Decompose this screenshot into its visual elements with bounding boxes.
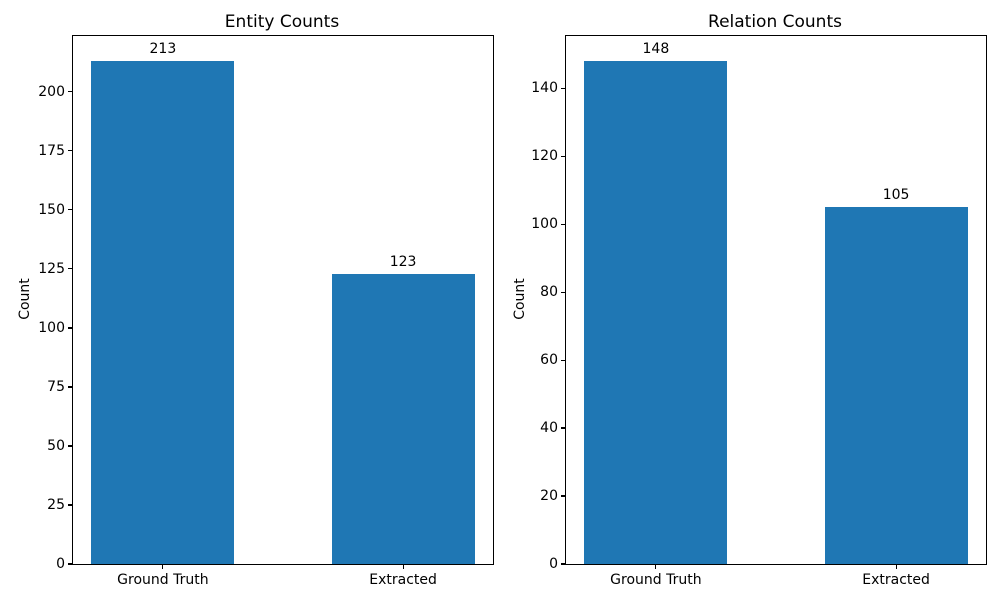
y-tick-mark [68,563,72,565]
y-tick-mark [561,291,565,293]
y-tick-label: 175 [38,142,65,159]
y-tick-mark [68,150,72,152]
y-tick-label: 50 [47,437,65,454]
y-tick-label: 200 [38,83,65,100]
x-tick-mark [655,565,657,569]
y-tick-label: 60 [540,352,558,369]
bar [91,61,235,564]
bar [824,207,968,564]
bar-value-label: 105 [882,187,910,204]
entity-counts-chart: Entity Counts Count 0 25 50 75 100 125 150 175 2… [17,12,494,588]
plot-area: 0 25 50 75 100 125 150 175 200 213 Ground Truth 123… [38,35,494,588]
bar-value-label: 123 [389,253,417,270]
plot-area: 0 20 40 60 80 100 120 140 148 Ground Truth 105 Extr… [531,35,987,588]
y-tick-label: 20 [540,488,558,505]
y-tick-label: 80 [540,284,558,301]
y-tick-label: 120 [531,148,558,165]
bar [584,61,728,564]
y-tick-mark [561,563,565,565]
chart-title: Relation Counts [708,12,842,32]
y-tick-mark [68,268,72,270]
y-tick-label: 25 [47,496,65,513]
x-tick-label: Ground Truth [117,572,209,588]
y-tick-label: 100 [531,216,558,233]
y-tick-mark [561,87,565,89]
x-tick-label: Extracted [862,572,930,588]
y-tick-label: 150 [38,201,65,218]
y-tick-label: 0 [56,556,65,572]
bar-value-label: 148 [642,41,670,58]
x-tick-label: Extracted [369,572,437,588]
chart-title: Entity Counts [224,12,340,32]
y-tick-mark [561,427,565,429]
y-tick-mark [68,445,72,447]
y-tick-label: 125 [38,260,65,277]
y-axis-label: Count [17,278,33,320]
y-tick-mark [561,223,565,225]
y-tick-label: 100 [38,319,65,336]
y-tick-mark [68,327,72,329]
x-tick-mark [162,565,164,569]
y-tick-mark [68,504,72,506]
y-tick-label: 75 [47,378,65,395]
y-tick-mark [68,91,72,93]
y-tick-mark [68,386,72,388]
x-tick-mark [402,565,404,569]
x-tick-label: Ground Truth [610,572,702,588]
bar-value-label: 213 [149,41,177,58]
y-tick-mark [561,359,565,361]
y-tick-mark [561,495,565,497]
x-tick-mark [895,565,897,569]
y-tick-mark [561,155,565,157]
y-tick-label: 40 [540,420,558,437]
bar [331,273,475,564]
y-tick-label: 140 [531,80,558,97]
y-tick-label: 0 [549,556,558,572]
y-tick-mark [68,209,72,211]
relation-counts-chart: Relation Counts Count 0 20 40 60 80 100 120 140… [500,0,1000,600]
